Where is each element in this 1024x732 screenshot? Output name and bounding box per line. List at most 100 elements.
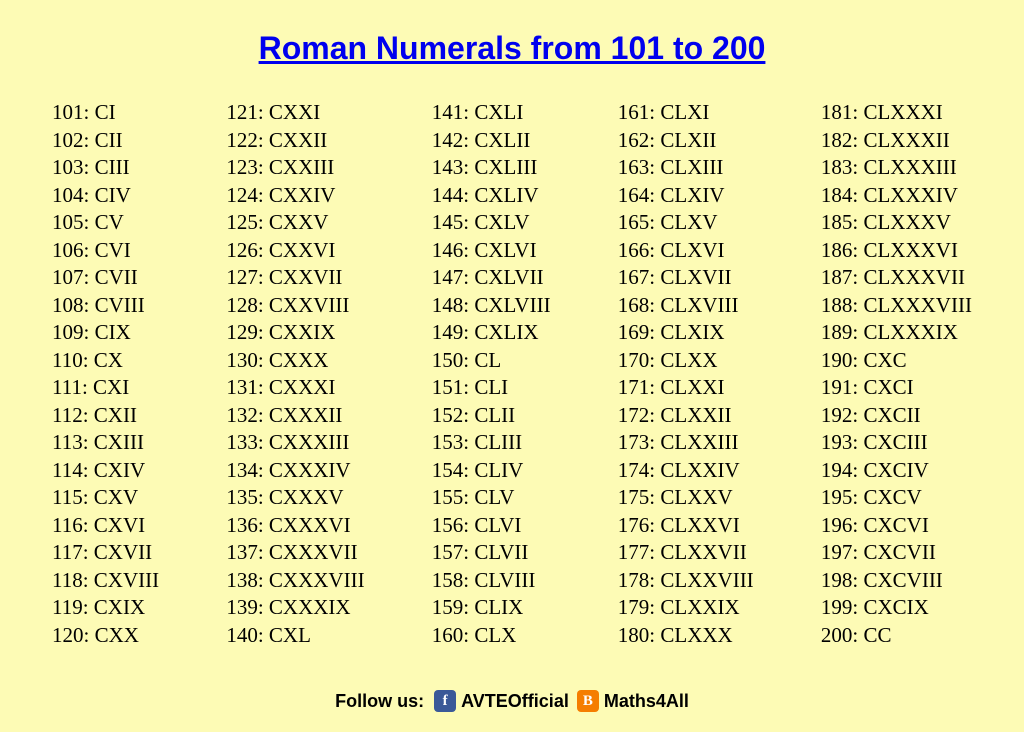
numeral-item: 164: CLXIV: [618, 182, 754, 210]
facebook-icon: f: [434, 690, 456, 712]
numeral-item: 114: CXIV: [52, 457, 159, 485]
numeral-item: 122: CXXII: [226, 127, 364, 155]
numeral-item: 129: CXXIX: [226, 319, 364, 347]
numeral-item: 186: CLXXXVI: [821, 237, 972, 265]
numeral-item: 174: CLXXIV: [618, 457, 754, 485]
numeral-item: 108: CVIII: [52, 292, 159, 320]
numeral-item: 116: CXVI: [52, 512, 159, 540]
numeral-item: 131: CXXXI: [226, 374, 364, 402]
column-3: 141: CXLI142: CXLII143: CXLIII144: CXLIV…: [432, 99, 551, 670]
numeral-item: 134: CXXXIV: [226, 457, 364, 485]
numeral-item: 180: CLXXX: [618, 622, 754, 650]
numeral-item: 163: CLXIII: [618, 154, 754, 182]
numeral-item: 162: CLXII: [618, 127, 754, 155]
numeral-item: 142: CXLII: [432, 127, 551, 155]
numeral-item: 195: CXCV: [821, 484, 972, 512]
numeral-item: 160: CLX: [432, 622, 551, 650]
numeral-item: 154: CLIV: [432, 457, 551, 485]
numeral-item: 140: CXL: [226, 622, 364, 650]
numeral-item: 132: CXXXII: [226, 402, 364, 430]
numeral-item: 145: CXLV: [432, 209, 551, 237]
numeral-item: 127: CXXVII: [226, 264, 364, 292]
numeral-item: 183: CLXXXIII: [821, 154, 972, 182]
numeral-item: 173: CLXXIII: [618, 429, 754, 457]
numeral-item: 103: CIII: [52, 154, 159, 182]
numeral-item: 126: CXXVI: [226, 237, 364, 265]
numeral-item: 182: CLXXXII: [821, 127, 972, 155]
numeral-columns: 101: CI102: CII103: CIII104: CIV105: CV1…: [40, 99, 984, 670]
numeral-item: 118: CXVIII: [52, 567, 159, 595]
column-5: 181: CLXXXI182: CLXXXII183: CLXXXIII184:…: [821, 99, 972, 670]
numeral-item: 177: CLXXVII: [618, 539, 754, 567]
numeral-item: 141: CXLI: [432, 99, 551, 127]
numeral-item: 139: CXXXIX: [226, 594, 364, 622]
numeral-item: 184: CLXXXIV: [821, 182, 972, 210]
follow-us-row: Follow us: f AVTEOfficial B Maths4All: [40, 690, 984, 712]
numeral-item: 120: CXX: [52, 622, 159, 650]
numeral-item: 149: CXLIX: [432, 319, 551, 347]
numeral-item: 181: CLXXXI: [821, 99, 972, 127]
numeral-item: 175: CLXXV: [618, 484, 754, 512]
numeral-item: 147: CXLVII: [432, 264, 551, 292]
numeral-item: 130: CXXX: [226, 347, 364, 375]
numeral-item: 188: CLXXXVIII: [821, 292, 972, 320]
numeral-item: 150: CL: [432, 347, 551, 375]
numeral-item: 125: CXXV: [226, 209, 364, 237]
numeral-item: 105: CV: [52, 209, 159, 237]
numeral-item: 189: CLXXXIX: [821, 319, 972, 347]
numeral-item: 113: CXIII: [52, 429, 159, 457]
numeral-item: 192: CXCII: [821, 402, 972, 430]
column-4: 161: CLXI162: CLXII163: CLXIII164: CLXIV…: [618, 99, 754, 670]
numeral-item: 106: CVI: [52, 237, 159, 265]
numeral-item: 128: CXXVIII: [226, 292, 364, 320]
numeral-item: 107: CVII: [52, 264, 159, 292]
numeral-item: 101: CI: [52, 99, 159, 127]
column-1: 101: CI102: CII103: CIII104: CIV105: CV1…: [52, 99, 159, 670]
numeral-item: 152: CLII: [432, 402, 551, 430]
numeral-item: 136: CXXXVI: [226, 512, 364, 540]
numeral-item: 172: CLXXII: [618, 402, 754, 430]
numeral-item: 190: CXC: [821, 347, 972, 375]
numeral-item: 196: CXCVI: [821, 512, 972, 540]
numeral-item: 102: CII: [52, 127, 159, 155]
numeral-item: 109: CIX: [52, 319, 159, 347]
numeral-item: 166: CLXVI: [618, 237, 754, 265]
blogger-link[interactable]: B Maths4All: [577, 690, 689, 712]
numeral-item: 198: CXCVIII: [821, 567, 972, 595]
numeral-item: 169: CLXIX: [618, 319, 754, 347]
numeral-item: 179: CLXXIX: [618, 594, 754, 622]
numeral-item: 115: CXV: [52, 484, 159, 512]
numeral-item: 176: CLXXVI: [618, 512, 754, 540]
numeral-item: 110: CX: [52, 347, 159, 375]
numeral-item: 178: CLXXVIII: [618, 567, 754, 595]
page-title[interactable]: Roman Numerals from 101 to 200: [40, 30, 984, 67]
numeral-item: 123: CXXIII: [226, 154, 364, 182]
numeral-item: 148: CXLVIII: [432, 292, 551, 320]
numeral-item: 112: CXII: [52, 402, 159, 430]
numeral-item: 161: CLXI: [618, 99, 754, 127]
numeral-item: 159: CLIX: [432, 594, 551, 622]
numeral-item: 133: CXXXIII: [226, 429, 364, 457]
numeral-item: 158: CLVIII: [432, 567, 551, 595]
numeral-item: 197: CXCVII: [821, 539, 972, 567]
numeral-item: 194: CXCIV: [821, 457, 972, 485]
numeral-item: 170: CLXX: [618, 347, 754, 375]
numeral-item: 165: CLXV: [618, 209, 754, 237]
numeral-item: 143: CXLIII: [432, 154, 551, 182]
numeral-item: 187: CLXXXVII: [821, 264, 972, 292]
numeral-item: 117: CXVII: [52, 539, 159, 567]
numeral-item: 193: CXCIII: [821, 429, 972, 457]
numeral-item: 157: CLVII: [432, 539, 551, 567]
numeral-item: 121: CXXI: [226, 99, 364, 127]
column-2: 121: CXXI122: CXXII123: CXXIII124: CXXIV…: [226, 99, 364, 670]
follow-label: Follow us:: [335, 691, 424, 712]
numeral-item: 111: CXI: [52, 374, 159, 402]
facebook-link[interactable]: f AVTEOfficial: [434, 690, 569, 712]
numeral-item: 119: CXIX: [52, 594, 159, 622]
numeral-item: 171: CLXXI: [618, 374, 754, 402]
facebook-handle: AVTEOfficial: [461, 691, 569, 712]
numeral-item: 200: CC: [821, 622, 972, 650]
numeral-item: 199: CXCIX: [821, 594, 972, 622]
numeral-item: 135: CXXXV: [226, 484, 364, 512]
numeral-item: 137: CXXXVII: [226, 539, 364, 567]
